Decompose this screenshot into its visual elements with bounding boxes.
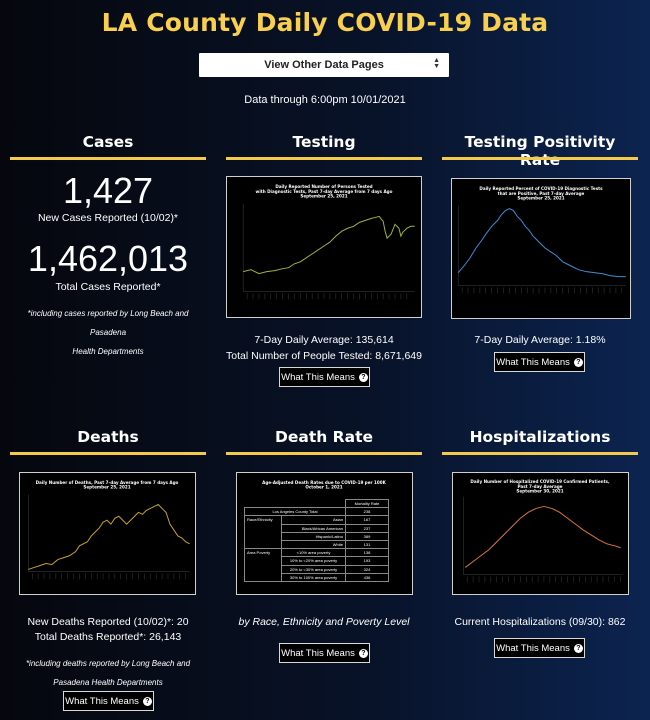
table-row-label: 10% to <20% area poverty [281,556,346,566]
table-row-value: 167 [345,515,389,525]
positivity-chart-title-3: September 25, 2021 [517,196,564,201]
table-row-label: 30% to 100% area poverty [281,572,346,582]
table-row-value: 389 [345,531,389,541]
positivity-avg: 7-Day Daily Average: 1.18% [474,334,606,346]
group-race: Race/Ethnicity [244,515,282,550]
data-pages-dropdown[interactable]: View Other Data Pages ▲ ▼ [199,53,449,77]
table-row-label: 20% to <30% area poverty [281,564,346,574]
hosp-divider [442,452,638,455]
testing-chart-svg: Daily Reported Number of Persons Tested … [242,184,415,300]
deaths-chart-title-1: Daily Number of Deaths, Past 7-day Avera… [36,480,179,485]
deaths-what-this-means-button[interactable]: What This Means ? [63,691,154,711]
death-rate-divider [226,452,422,455]
deaths-footnote-line1: *including deaths reported by Long Beach… [25,659,191,668]
question-circle-icon: ? [573,643,583,653]
testing-total: Total Number of People Tested: 8,671,649 [226,350,422,362]
total-cases-value: 1,462,013 [27,238,189,279]
positivity-chart[interactable]: Daily Reported Percent of COVID-19 Diagn… [451,178,631,319]
testing-what-this-means-button[interactable]: What This Means ? [279,367,370,387]
deaths-chart-svg: Daily Number of Deaths, Past 7-day Avera… [28,480,190,580]
question-circle-icon: ? [358,372,368,382]
table-row-label: Asian [281,515,346,525]
hosp-heading: Hospitalizations [469,428,611,446]
testing-chart-title-1: Daily Reported Number of Persons Tested [275,184,372,189]
table-row-value: 138 [345,548,389,558]
testing-avg: 7-Day Daily Average: 135,614 [254,334,394,346]
deaths-heading: Deaths [77,428,139,446]
death-rate-table: Mortality Rate Los Angeles County Total … [244,498,389,582]
deaths-new: New Deaths Reported (10/02)*: 20 [27,616,189,628]
page-title: LA County Daily COVID-19 Data [101,8,549,37]
question-circle-icon: ? [573,357,583,367]
deaths-divider [10,452,206,455]
hosp-trend-line [464,505,621,568]
table-row-label: Hispanic/Latino [281,531,346,541]
death-rate-title-2: October 1, 2021 [305,485,342,490]
county-total-value: 238 [345,507,389,517]
group-poverty: Area Poverty [244,548,282,582]
positivity-trend-line [457,208,626,278]
cases-heading: Cases [82,133,134,151]
positivity-what-this-means-button[interactable]: What This Means ? [494,352,585,372]
deaths-footnote-line2: Pasadena Health Departments [53,678,163,687]
mortality-rate-header: Mortality Rate [345,498,389,509]
button-label: What This Means [281,371,355,383]
data-through-date: Data through 6:00pm 10/01/2021 [244,94,406,106]
new-cases-label: New Cases Reported (10/02)* [37,212,179,224]
positivity-chart-svg: Daily Reported Percent of COVID-19 Diagn… [457,186,626,294]
hosp-chart[interactable]: Daily Number of Hospitalized COVID-19 Co… [452,472,629,595]
button-label: What This Means [281,647,355,659]
death-rate-caption: by Race, Ethnicity and Poverty Level [238,616,410,628]
cases-footnote-line2: Health Departments [72,347,144,356]
table-row-value: 436 [345,572,389,582]
table-row-value: 131 [345,539,389,550]
table-row-label: White [281,539,346,550]
death-rate-title-1: Age-Adjusted Death Rates due to COVID-19… [262,480,386,485]
hosp-chart-title-2: Past 7-day Average [518,484,563,489]
positivity-divider [442,157,638,160]
testing-heading: Testing [292,133,356,151]
question-circle-icon: ? [142,696,152,706]
deaths-trend-line [28,503,190,570]
testing-divider [226,157,422,160]
dropdown-label: View Other Data Pages [264,59,384,71]
positivity-chart-title-1: Daily Reported Percent of COVID-19 Diagn… [479,186,603,191]
death-rate-svg: Age-Adjusted Death Rates due to COVID-19… [262,480,386,490]
death-rate-what-this-means-button[interactable]: What This Means ? [279,643,370,663]
cases-divider [10,157,206,160]
deaths-footnote: *including deaths reported by Long Beach… [10,654,206,692]
table-row-value: 324 [345,564,389,574]
cases-footnote: *including cases reported by Long Beach … [10,304,206,361]
total-cases-label: Total Cases Reported* [55,281,161,293]
deaths-chart-title-2: September 25, 2021 [83,485,130,490]
cases-footnote-line1: *including cases reported by Long Beach … [27,309,189,337]
death-rate-heading: Death Rate [275,428,373,446]
deaths-chart[interactable]: Daily Number of Deaths, Past 7-day Avera… [19,472,196,595]
death-rate-table-image[interactable]: Age-Adjusted Death Rates due to COVID-19… [236,472,413,595]
button-label: What This Means [496,356,570,368]
county-total-label: Los Angeles County Total [244,507,346,517]
new-cases-value: 1,427 [62,170,154,211]
positivity-heading: Testing Positivity Rate [464,133,616,169]
testing-chart-title-3: September 25, 2021 [300,194,347,199]
hosp-what-this-means-button[interactable]: What This Means ? [494,638,585,658]
deaths-total: Total Deaths Reported*: 26,143 [34,631,182,643]
hosp-chart-title-3: September 30, 2021 [516,489,563,494]
table-row-value: 193 [345,556,389,566]
testing-trend-line [243,215,415,275]
table-row-label: <10% area poverty [281,548,346,558]
question-circle-icon: ? [358,648,368,658]
testing-chart-title-2: with Diagnostic Tests, Past 7-day Averag… [256,189,393,194]
testing-chart[interactable]: Daily Reported Number of Persons Tested … [226,176,422,318]
button-label: What This Means [496,642,570,654]
positivity-chart-title-2: that are Positive, Past 7-day Average [498,191,585,196]
table-row-label: Black/African American [281,523,346,533]
hosp-chart-title-1: Daily Number of Hospitalized COVID-19 Co… [470,479,610,484]
hosp-current: Current Hospitalizations (09/30): 862 [454,616,626,628]
updown-arrows-icon: ▲ ▼ [433,57,440,70]
table-row-value: 237 [345,523,389,533]
hosp-chart-svg: Daily Number of Hospitalized COVID-19 Co… [463,479,623,583]
button-label: What This Means [65,695,139,707]
